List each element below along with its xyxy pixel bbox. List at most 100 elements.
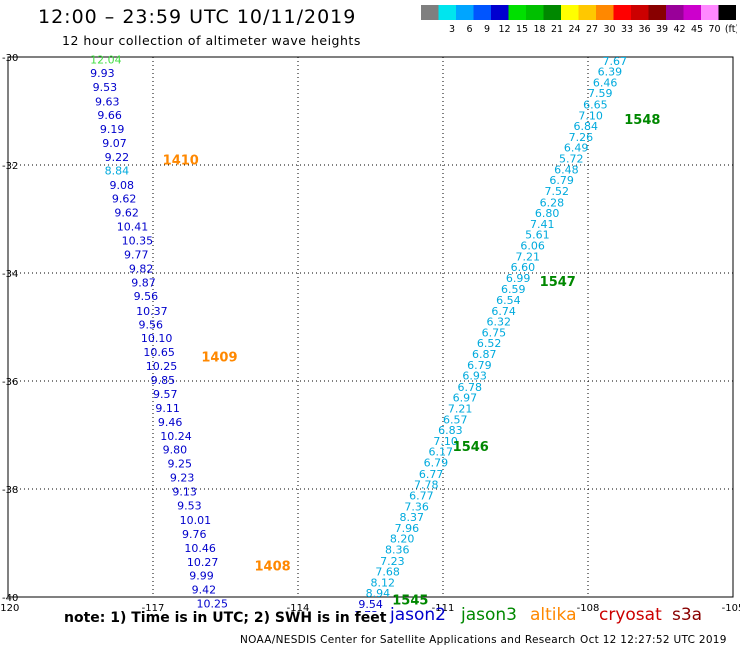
jason2-point: 9.63	[95, 95, 120, 108]
jason2-point: 9.57	[153, 388, 178, 401]
colorbar-label: 45	[691, 24, 703, 35]
jason3-point: 6.99	[506, 272, 531, 285]
colorbar-label: 15	[516, 24, 528, 35]
jason3-point: 6.06	[520, 239, 545, 252]
jason3-point: 6.97	[453, 392, 478, 405]
colorbar-label: 18	[533, 24, 545, 35]
pass-time-label: 1548	[624, 113, 660, 128]
x-tick-label: -105	[722, 603, 740, 612]
jason3-point: 7.67	[603, 55, 628, 68]
generated-timestamp: Oct 12 12:27:52 UTC 2019	[580, 634, 727, 646]
colorbar-swatch	[648, 5, 666, 20]
pass-time-label: 1546	[453, 440, 489, 455]
jason3-point: 6.77	[409, 489, 434, 502]
colorbar-swatch	[421, 5, 439, 20]
jason2-point: 12.04	[90, 54, 122, 67]
jason2-point: 9.62	[112, 192, 136, 205]
credit-text: NOAA/NESDIS Center for Satellite Applica…	[240, 634, 576, 646]
jason3-point: 6.48	[554, 163, 579, 176]
jason3-point: 6.17	[429, 446, 454, 459]
jason3-point: 7.10	[578, 109, 603, 122]
jason2-point: 10.46	[184, 542, 216, 555]
jason3-point: 6.59	[501, 283, 526, 296]
jason3-point: 6.28	[540, 196, 565, 209]
colorbar-swatch	[683, 5, 701, 20]
legend-altika: altika	[530, 605, 577, 625]
colorbar-label: 70	[708, 24, 720, 35]
y-tick-label: -36	[2, 377, 18, 388]
jason2-point: 9.13	[172, 486, 197, 499]
jason2-point: 9.93	[90, 67, 115, 80]
colorbar-label: 21	[551, 24, 563, 35]
legend-jason2: jason2	[390, 605, 446, 625]
jason2-point: 9.82	[129, 263, 154, 276]
jason2-point: 10.10	[141, 332, 173, 345]
jason3-point: 8.94	[366, 587, 391, 600]
colorbar-swatch	[438, 5, 456, 20]
colorbar-label: 24	[568, 24, 580, 35]
jason2-point: 9.80	[163, 444, 188, 457]
chart-subtitle: 12 hour collection of altimeter wave hei…	[62, 33, 361, 48]
jason3-point: 6.49	[564, 142, 589, 155]
jason3-point: 5.61	[525, 229, 550, 242]
y-tick-label: -32	[2, 161, 18, 172]
legend-cryosat: cryosat	[599, 605, 662, 625]
jason3-point: 9.73	[354, 609, 379, 612]
jason3-point: 6.65	[583, 99, 608, 112]
wave-height-plot: -120 -117 -114 -111 -108 -105 -30 -32 -34 -36 -38 -…	[0, 53, 740, 612]
jason3-point: 6.52	[477, 337, 502, 350]
jason3-point: 6.39	[598, 66, 623, 79]
colorbar-swatch	[613, 5, 631, 20]
jason3-point: 6.57	[443, 413, 468, 426]
jason3-point: 6.46	[593, 76, 618, 89]
colorbar-swatch	[473, 5, 491, 20]
pass-time-label: 1547	[540, 275, 576, 290]
jason2-point: 10.27	[187, 556, 219, 569]
jason3-point: 6.60	[511, 261, 535, 274]
colorbar-label: (ft)	[725, 24, 737, 35]
colorbar-label: 9	[484, 24, 490, 35]
plot-frame	[7, 56, 734, 598]
jason2-point: 9.85	[151, 374, 176, 387]
jason3-point: 8.20	[390, 533, 415, 546]
jason3-point: 7.41	[530, 218, 555, 231]
jason3-point: 6.54	[496, 294, 520, 307]
colorbar-label: 30	[603, 24, 615, 35]
colorbar-label: 27	[586, 24, 598, 35]
colorbar-label: 39	[656, 24, 668, 35]
jason2-point: 8.84	[105, 164, 129, 177]
jason3-point: 7.68	[375, 566, 400, 579]
colorbar-label: 33	[621, 24, 633, 35]
jason3-point: 7.21	[448, 403, 473, 416]
colorbar-swatch	[508, 5, 526, 20]
jason2-point: 9.07	[102, 137, 127, 150]
jason3-point: 6.74	[491, 305, 516, 318]
colorbar-swatch	[701, 5, 719, 20]
x-tick-label: -120	[0, 603, 19, 612]
x-tick-label: -114	[287, 603, 310, 612]
colorbar-swatch	[578, 5, 596, 20]
colorbar-swatch	[526, 5, 544, 20]
pass-time-label: 1408	[255, 560, 291, 575]
jason3-point: 6.78	[458, 381, 483, 394]
colorbar-swatch	[666, 5, 684, 20]
y-tick-label: -38	[2, 485, 18, 496]
jason2-point: 10.24	[160, 430, 192, 443]
colorbar-label: 12	[498, 24, 510, 35]
jason3-point: 7.36	[404, 500, 429, 513]
y-tick-label: -40	[2, 593, 18, 604]
jason2-point: 9.76	[182, 528, 207, 541]
jason3-point: 6.77	[419, 468, 444, 481]
jason2-point: 10.41	[117, 221, 149, 234]
jason3-point: 7.59	[588, 87, 613, 100]
jason2-point: 9.19	[100, 123, 125, 136]
colorbar-swatch	[561, 5, 579, 20]
colorbar-label: 36	[638, 24, 650, 35]
jason2-point: 9.53	[177, 500, 202, 513]
y-tick-label: -30	[2, 53, 18, 64]
jason2-point: 9.11	[155, 402, 180, 415]
jason2-point: 9.46	[158, 416, 183, 429]
jason3-point: 7.52	[545, 185, 570, 198]
jason2-point: 9.23	[170, 472, 195, 485]
